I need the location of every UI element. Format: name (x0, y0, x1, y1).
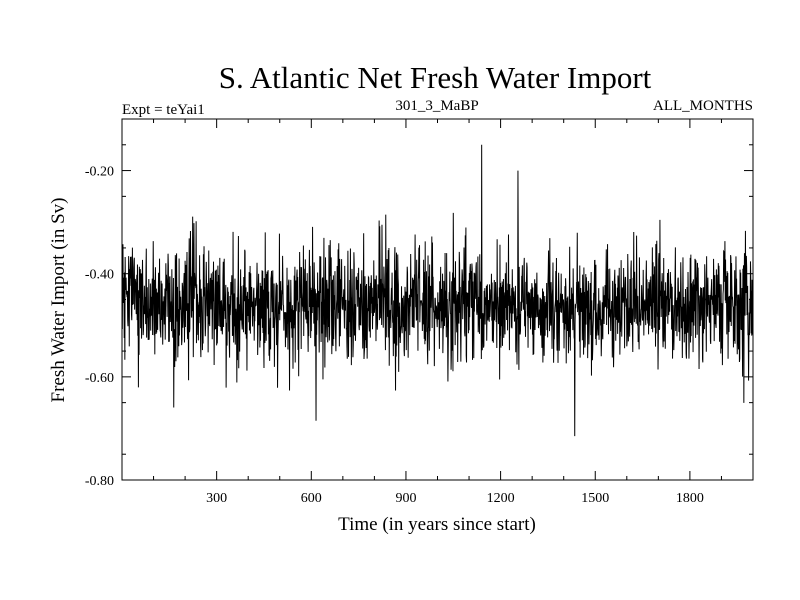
x-tick-label: 600 (301, 491, 322, 506)
series-layer (121, 144, 754, 437)
experiment-label: Expt = teYai1 (122, 102, 205, 118)
x-tick-label: 1500 (581, 491, 609, 506)
x-tick-label: 900 (395, 491, 416, 506)
fresh-water-series-line (121, 144, 754, 437)
run-label: 301_3_MaBP (395, 98, 478, 114)
x-tick-label: 1800 (676, 491, 704, 506)
chart-title: S. Atlantic Net Fresh Water Import (219, 60, 652, 95)
y-tick-label: -0.40 (85, 268, 114, 283)
y-axis-label: Fresh Water Import (in Sv) (48, 198, 69, 403)
y-tick-label: -0.20 (85, 165, 114, 180)
y-tick-label: -0.60 (85, 371, 114, 386)
x-axis: 300 600 900 1200 1500 1800 (153, 119, 722, 506)
x-axis-label: Time (in years since start) (338, 514, 536, 535)
months-label: ALL_MONTHS (653, 98, 753, 114)
y-tick-label: -0.80 (85, 474, 114, 489)
x-tick-label: 1200 (487, 491, 515, 506)
y-axis: -0.20 -0.40 -0.60 -0.80 (85, 144, 753, 489)
x-tick-label: 300 (206, 491, 227, 506)
